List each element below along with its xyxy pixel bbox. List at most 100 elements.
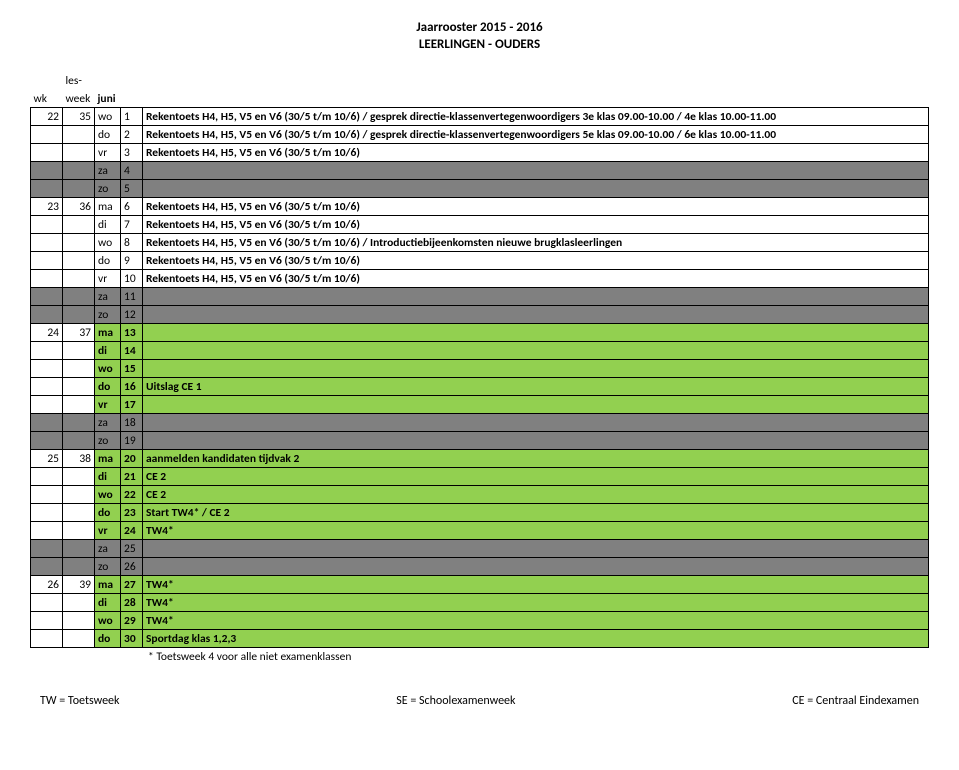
lesweek-cell: 39: [63, 576, 95, 594]
lesweek-cell: [63, 540, 95, 558]
table-row: zo19: [31, 432, 929, 450]
lesweek-cell: [63, 144, 95, 162]
corner-week: week: [63, 90, 95, 108]
wk-cell: [31, 234, 63, 252]
wk-cell: [31, 432, 63, 450]
lesweek-cell: 38: [63, 450, 95, 468]
day-cell: di: [95, 468, 121, 486]
day-cell: do: [95, 378, 121, 396]
lesweek-cell: 37: [63, 324, 95, 342]
lesweek-cell: 35: [63, 108, 95, 126]
schedule-table: les- wk week juni 2235wo1Rekentoets H4, …: [30, 72, 929, 649]
day-cell: za: [95, 162, 121, 180]
daynum-cell: 6: [121, 198, 143, 216]
desc-cell: Rekentoets H4, H5, V5 en V6 (30/5 t/m 10…: [143, 198, 929, 216]
lesweek-cell: [63, 630, 95, 648]
table-row: zo26: [31, 558, 929, 576]
wk-cell: [31, 162, 63, 180]
table-header-row: les-: [31, 72, 929, 90]
table-row: do16Uitslag CE 1: [31, 378, 929, 396]
day-cell: do: [95, 504, 121, 522]
footer-right: CE = Centraal Eindexamen: [792, 694, 919, 708]
page-footer: TW = Toetsweek SE = Schoolexamenweek CE …: [30, 694, 929, 708]
lesweek-cell: [63, 360, 95, 378]
day-cell: wo: [95, 612, 121, 630]
wk-cell: [31, 396, 63, 414]
daynum-cell: 14: [121, 342, 143, 360]
wk-cell: [31, 630, 63, 648]
table-row: 2639ma27TW4*: [31, 576, 929, 594]
table-row: vr10Rekentoets H4, H5, V5 en V6 (30/5 t/…: [31, 270, 929, 288]
lesweek-cell: [63, 468, 95, 486]
lesweek-cell: [63, 288, 95, 306]
table-row: di7Rekentoets H4, H5, V5 en V6 (30/5 t/m…: [31, 216, 929, 234]
table-row: do9Rekentoets H4, H5, V5 en V6 (30/5 t/m…: [31, 252, 929, 270]
footer-mid: SE = Schoolexamenweek: [396, 694, 515, 708]
desc-cell: aanmelden kandidaten tijdvak 2: [143, 450, 929, 468]
daynum-cell: 13: [121, 324, 143, 342]
desc-cell: Rekentoets H4, H5, V5 en V6 (30/5 t/m 10…: [143, 126, 929, 144]
table-row: vr24TW4*: [31, 522, 929, 540]
daynum-cell: 10: [121, 270, 143, 288]
desc-cell: TW4*: [143, 576, 929, 594]
day-cell: vr: [95, 522, 121, 540]
day-cell: vr: [95, 396, 121, 414]
daynum-cell: 4: [121, 162, 143, 180]
wk-cell: 25: [31, 450, 63, 468]
lesweek-cell: [63, 558, 95, 576]
day-cell: di: [95, 594, 121, 612]
desc-cell: Rekentoets H4, H5, V5 en V6 (30/5 t/m 10…: [143, 216, 929, 234]
desc-cell: Uitslag CE 1: [143, 378, 929, 396]
desc-cell: Rekentoets H4, H5, V5 en V6 (30/5 t/m 10…: [143, 234, 929, 252]
day-cell: zo: [95, 432, 121, 450]
lesweek-cell: 36: [63, 198, 95, 216]
lesweek-cell: [63, 594, 95, 612]
daynum-cell: 2: [121, 126, 143, 144]
wk-cell: [31, 522, 63, 540]
desc-cell: Sportdag klas 1,2,3: [143, 630, 929, 648]
lesweek-cell: [63, 126, 95, 144]
daynum-cell: 9: [121, 252, 143, 270]
table-row: 2235wo1Rekentoets H4, H5, V5 en V6 (30/5…: [31, 108, 929, 126]
table-row: zo12: [31, 306, 929, 324]
desc-cell: [143, 306, 929, 324]
day-cell: za: [95, 414, 121, 432]
corner-cell: [31, 72, 63, 90]
wk-cell: 23: [31, 198, 63, 216]
daynum-cell: 30: [121, 630, 143, 648]
day-cell: wo: [95, 486, 121, 504]
wk-cell: [31, 558, 63, 576]
desc-cell: [143, 414, 929, 432]
daynum-cell: 17: [121, 396, 143, 414]
table-row: do23Start TW4* / CE 2: [31, 504, 929, 522]
table-header-row2: wk week juni: [31, 90, 929, 108]
daynum-cell: 20: [121, 450, 143, 468]
daynum-cell: 16: [121, 378, 143, 396]
desc-cell: [143, 540, 929, 558]
wk-cell: 24: [31, 324, 63, 342]
day-cell: di: [95, 342, 121, 360]
corner-les: les-: [63, 72, 95, 90]
wk-cell: [31, 342, 63, 360]
table-row: wo29TW4*: [31, 612, 929, 630]
table-row: wo15: [31, 360, 929, 378]
wk-cell: [31, 126, 63, 144]
lesweek-cell: [63, 180, 95, 198]
desc-cell: [143, 180, 929, 198]
daynum-cell: 23: [121, 504, 143, 522]
day-cell: za: [95, 540, 121, 558]
table-row: di21CE 2: [31, 468, 929, 486]
table-row: vr17: [31, 396, 929, 414]
wk-cell: [31, 288, 63, 306]
lesweek-cell: [63, 378, 95, 396]
wk-cell: [31, 594, 63, 612]
lesweek-cell: [63, 252, 95, 270]
daynum-cell: 5: [121, 180, 143, 198]
desc-cell: TW4*: [143, 612, 929, 630]
desc-cell: [143, 360, 929, 378]
table-row: za4: [31, 162, 929, 180]
table-row: za18: [31, 414, 929, 432]
day-cell: do: [95, 252, 121, 270]
desc-cell: Rekentoets H4, H5, V5 en V6 (30/5 t/m 10…: [143, 252, 929, 270]
daynum-cell: 1: [121, 108, 143, 126]
